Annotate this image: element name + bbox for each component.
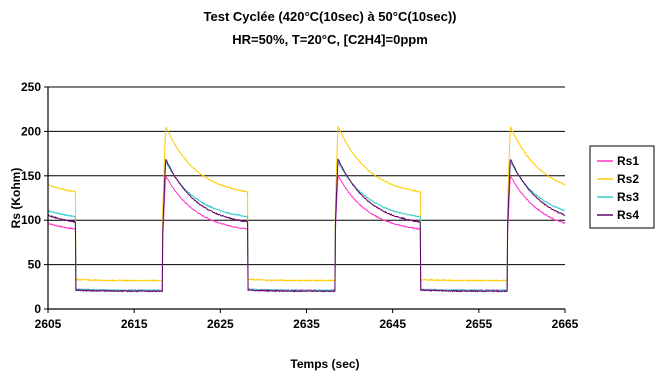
series-line-rs1 bbox=[47, 175, 566, 292]
legend: Rs1 Rs2 Rs3 Rs4 bbox=[589, 145, 655, 229]
x-axis-label: Temps (sec) bbox=[290, 357, 359, 371]
chart-title: Test Cyclée (420°C(10sec) à 50°C(10sec)) bbox=[204, 9, 457, 24]
y-tick-label-250: 250 bbox=[21, 80, 41, 94]
y-tick-label-50: 50 bbox=[28, 258, 42, 272]
y-tick-label-150: 150 bbox=[21, 169, 41, 183]
y-axis-label: Rs (Kohm) bbox=[9, 168, 23, 229]
x-tick-labels: 2605 2615 2625 2635 2645 2655 2665 bbox=[35, 317, 579, 331]
x-tick-label-2615: 2615 bbox=[121, 317, 148, 331]
legend-label-rs4: Rs4 bbox=[617, 208, 639, 222]
chart-subtitle: HR=50%, T=20°C, [C2H4]=0ppm bbox=[232, 32, 428, 47]
series-line-rs2 bbox=[47, 125, 566, 283]
x-tick-label-2635: 2635 bbox=[293, 317, 320, 331]
x-tick-label-2605: 2605 bbox=[35, 317, 62, 331]
legend-label-rs2: Rs2 bbox=[617, 172, 639, 186]
x-tick-label-2655: 2655 bbox=[465, 317, 492, 331]
legend-label-rs3: Rs3 bbox=[617, 190, 639, 204]
x-tick-label-2665: 2665 bbox=[552, 317, 579, 331]
y-tick-label-0: 0 bbox=[34, 302, 41, 316]
legend-label-rs1: Rs1 bbox=[617, 154, 639, 168]
x-tick-label-2625: 2625 bbox=[207, 317, 234, 331]
y-tick-label-200: 200 bbox=[21, 124, 41, 138]
series-line-rs4 bbox=[47, 158, 566, 293]
series-lines bbox=[47, 125, 566, 293]
y-tick-label-100: 100 bbox=[21, 213, 41, 227]
series-line-rs3 bbox=[47, 161, 566, 292]
grid-lines bbox=[48, 86, 565, 266]
axes bbox=[44, 86, 566, 313]
x-tick-label-2645: 2645 bbox=[379, 317, 406, 331]
y-tick-labels: 0 50 100 150 200 250 bbox=[21, 80, 41, 316]
